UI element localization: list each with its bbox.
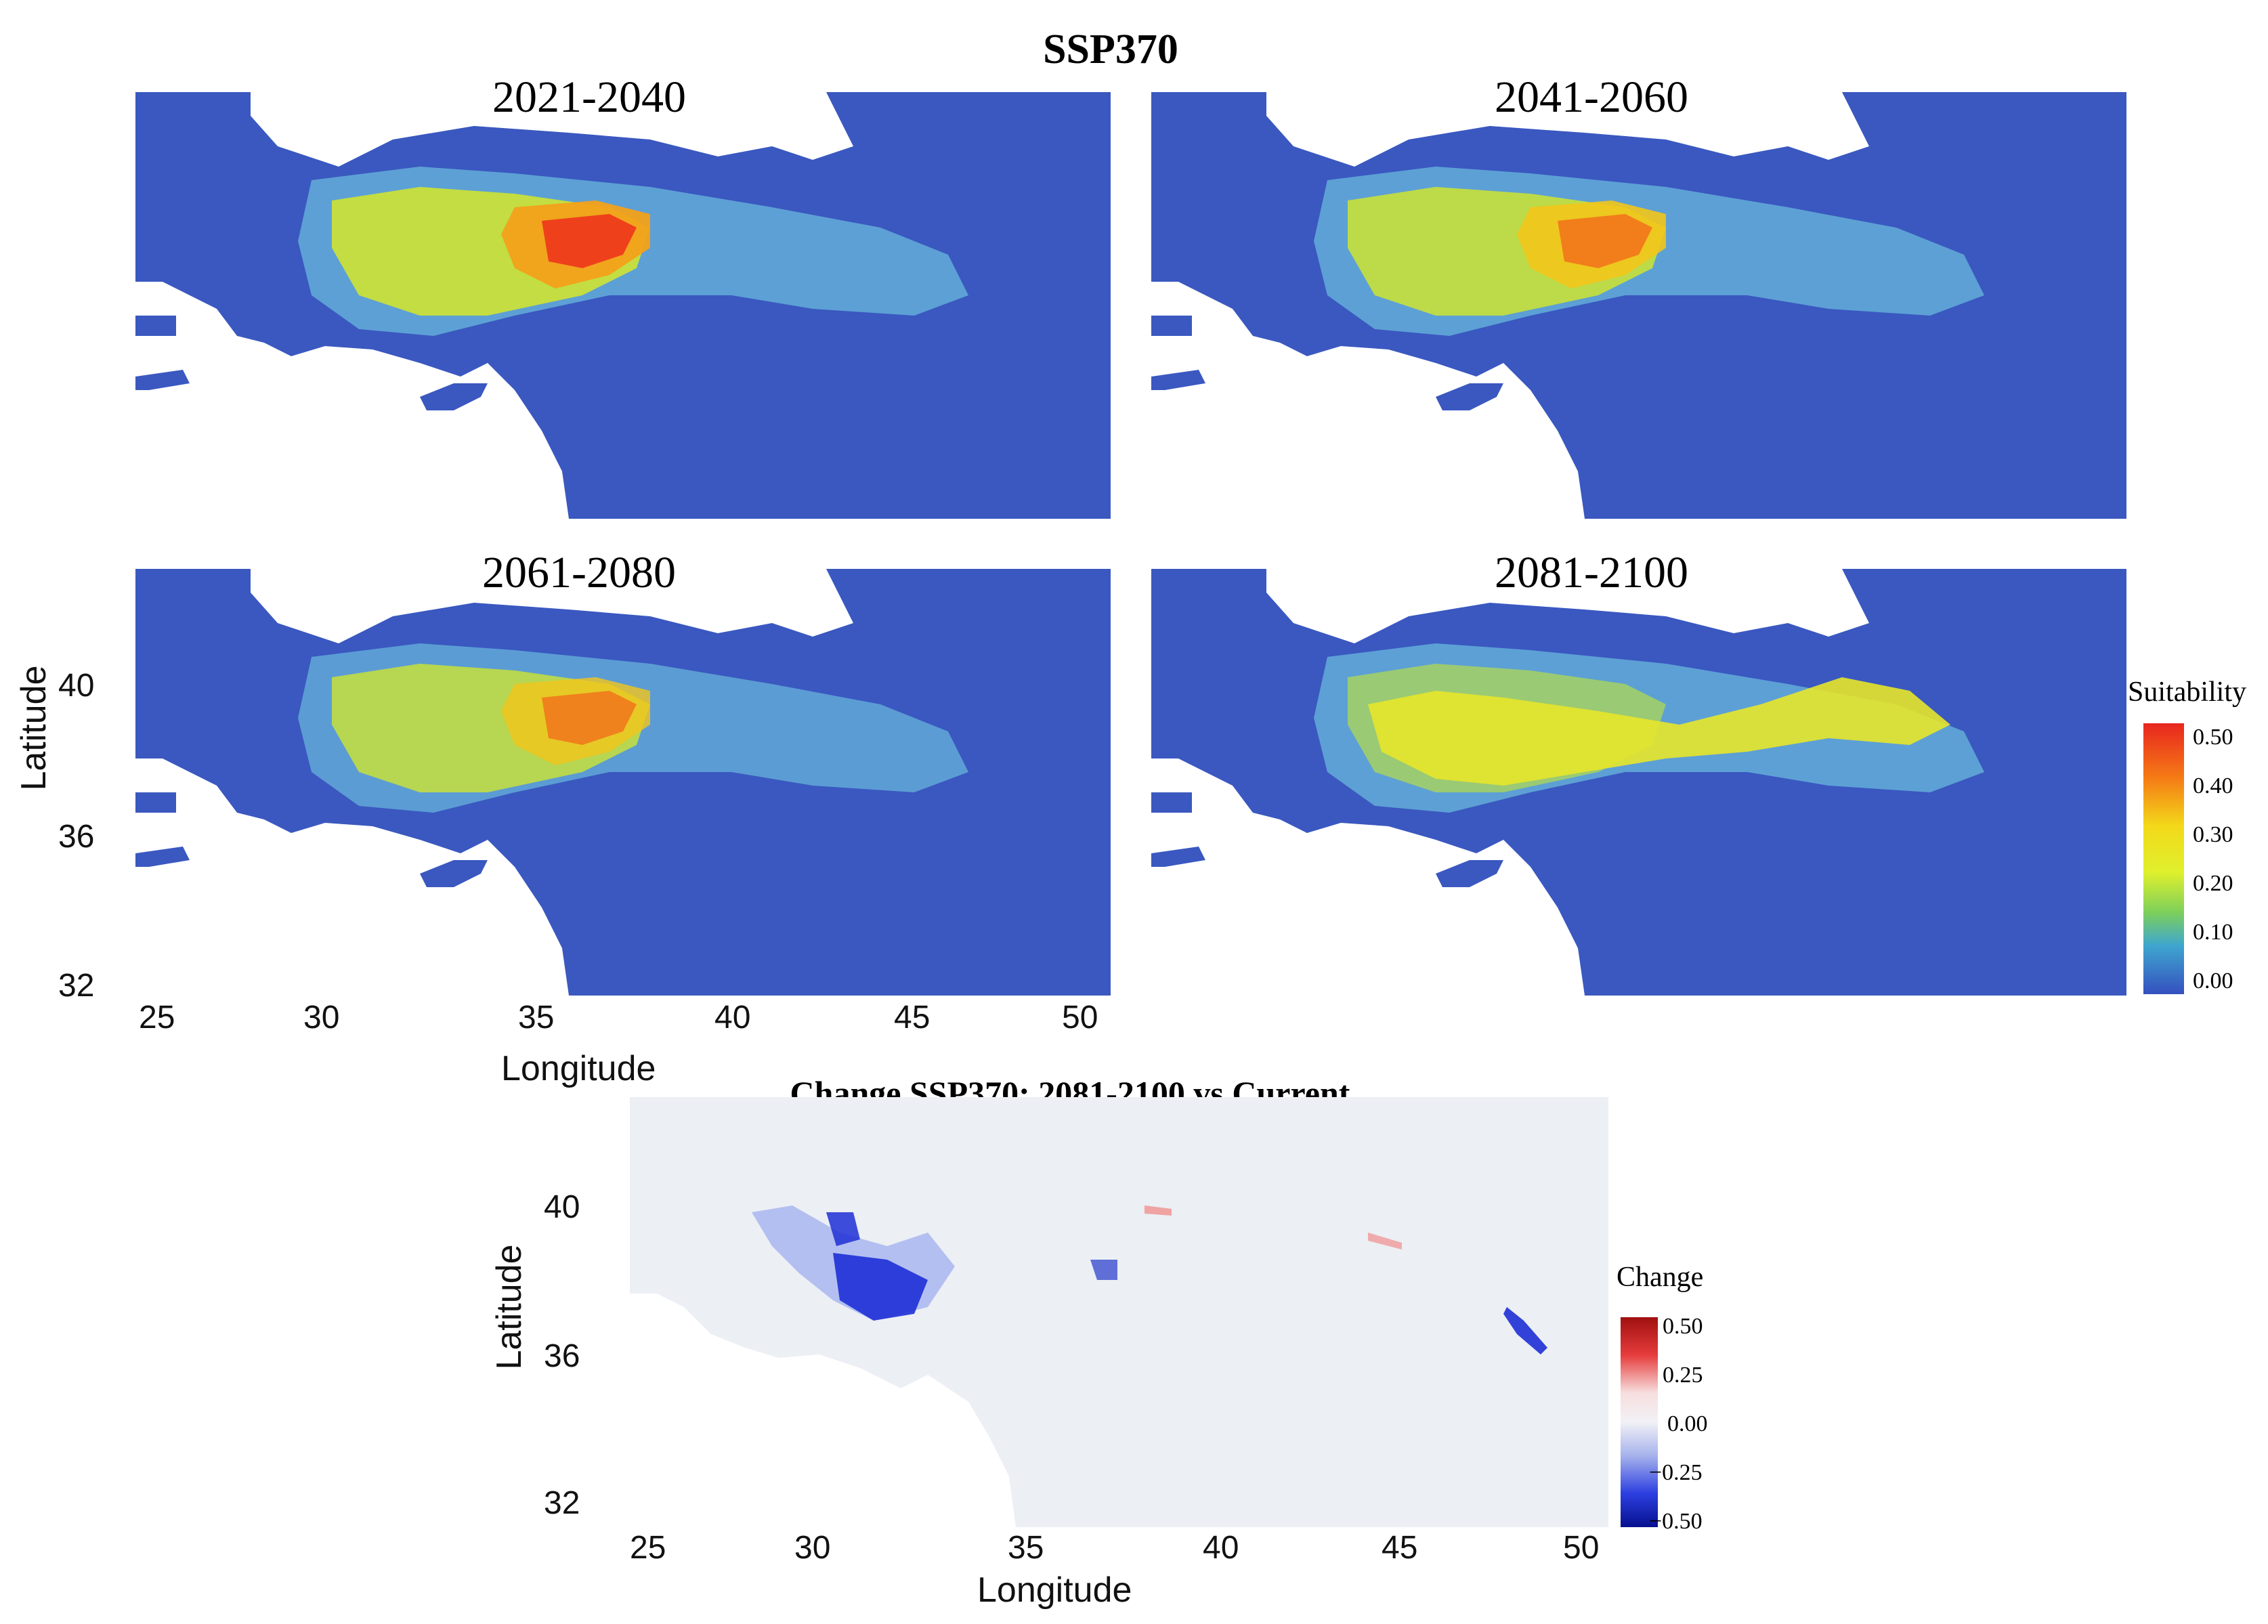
lon-tick-35: 35 xyxy=(518,1000,555,1035)
lat-tick-40: 40 xyxy=(58,668,95,704)
lat-tick-36: 36 xyxy=(58,819,95,855)
change-lon-tick-35: 35 xyxy=(1008,1530,1044,1566)
change-map-panel xyxy=(630,1097,1608,1527)
lon-tick-50: 50 xyxy=(1062,1000,1098,1035)
y-axis-label: Latitude xyxy=(14,665,54,791)
change-lon-tick-30: 30 xyxy=(794,1530,831,1566)
lon-tick-45: 45 xyxy=(894,1000,930,1035)
change-lon-tick-50: 50 xyxy=(1563,1530,1600,1566)
map-panel-2061-2080 xyxy=(135,569,1111,996)
change-tick-neg025: −0.25 xyxy=(1649,1460,1703,1485)
suitability-tick-050: 0.50 xyxy=(2193,725,2233,750)
suitability-tick-010: 0.10 xyxy=(2193,920,2233,945)
change-y-axis-label: Latitude xyxy=(490,1244,529,1370)
change-tick-neg050: −0.50 xyxy=(1649,1509,1703,1534)
lon-tick-25: 25 xyxy=(139,1000,175,1035)
suitability-map-2021-2040 xyxy=(135,92,1111,519)
change-legend-title: Change xyxy=(1617,1262,1704,1293)
panel-title-2081-2100: 2081-2100 xyxy=(1495,548,1688,597)
suitability-map-2041-2060 xyxy=(1151,92,2126,519)
suitability-tick-000: 0.00 xyxy=(2193,968,2233,993)
suitability-map-2081-2100 xyxy=(1151,569,2126,996)
suitability-legend-title: Suitability xyxy=(2128,677,2247,708)
change-lon-tick-40: 40 xyxy=(1203,1530,1239,1566)
change-x-axis-label: Longitude xyxy=(977,1570,1132,1610)
change-colorbar xyxy=(1621,1317,1658,1527)
change-lat-tick-32: 32 xyxy=(544,1485,580,1521)
suitability-tick-030: 0.30 xyxy=(2193,822,2233,847)
change-lon-tick-45: 45 xyxy=(1382,1530,1418,1566)
figure-title: SSP370 xyxy=(1043,26,1178,72)
map-panel-2021-2040 xyxy=(135,92,1111,519)
map-panel-2041-2060 xyxy=(1151,92,2126,519)
panel-title-2041-2060: 2041-2060 xyxy=(1495,72,1688,122)
change-tick-050: 0.50 xyxy=(1663,1314,1703,1339)
lat-tick-32: 32 xyxy=(58,968,95,1004)
change-map xyxy=(630,1097,1608,1527)
suitability-map-2061-2080 xyxy=(135,569,1111,996)
change-lat-tick-40: 40 xyxy=(544,1189,580,1225)
change-lat-tick-36: 36 xyxy=(544,1338,580,1374)
change-tick-000: 0.00 xyxy=(1667,1411,1708,1436)
change-lon-tick-25: 25 xyxy=(630,1530,666,1566)
change-tick-025: 0.25 xyxy=(1663,1363,1703,1388)
suitability-gradient xyxy=(2143,723,2184,994)
x-axis-label: Longitude xyxy=(501,1049,656,1088)
panel-title-2061-2080: 2061-2080 xyxy=(482,548,676,597)
suitability-tick-040: 0.40 xyxy=(2193,773,2233,798)
panel-title-2021-2040: 2021-2040 xyxy=(492,72,686,122)
lon-tick-40: 40 xyxy=(714,1000,751,1035)
change-gradient xyxy=(1621,1317,1658,1527)
lon-tick-30: 30 xyxy=(303,1000,340,1035)
map-panel-2081-2100 xyxy=(1151,569,2126,996)
suitability-colorbar xyxy=(2143,723,2184,994)
suitability-tick-020: 0.20 xyxy=(2193,871,2233,896)
